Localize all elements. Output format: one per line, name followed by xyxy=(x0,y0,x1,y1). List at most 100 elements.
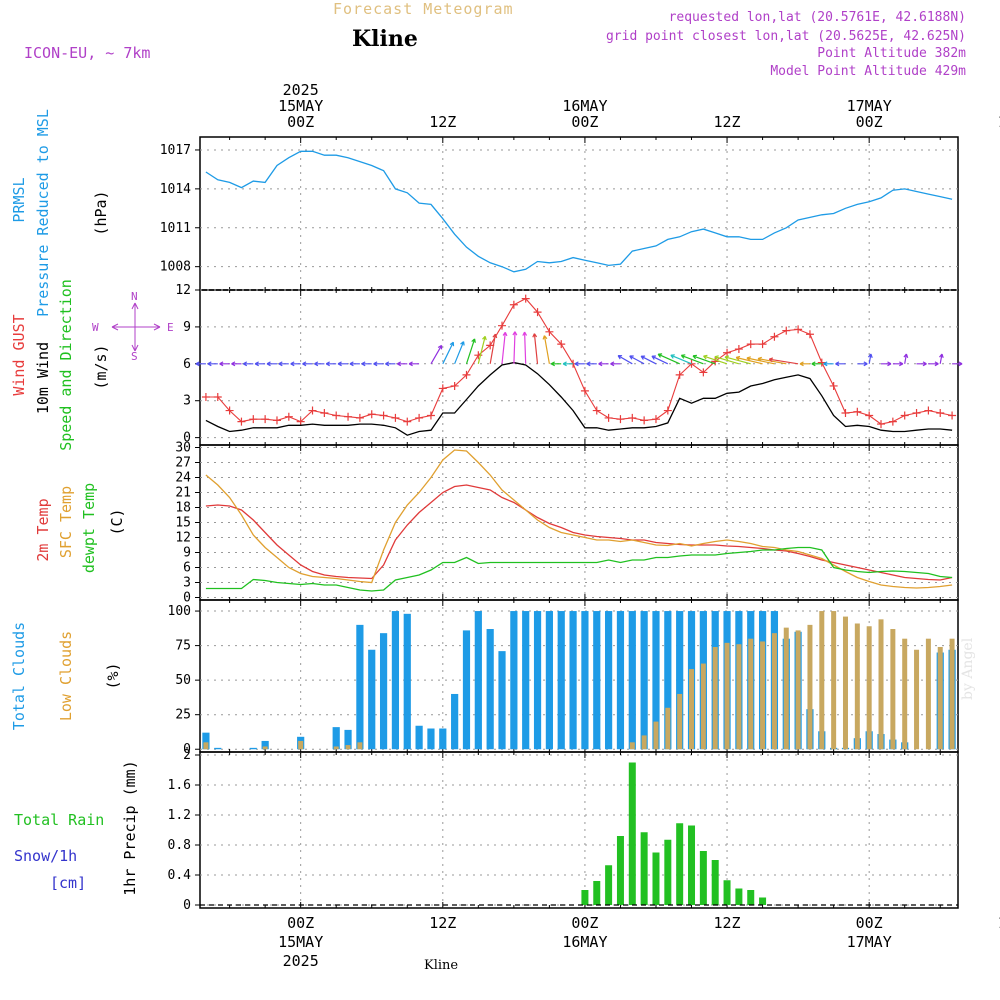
y-tick-label: 6 xyxy=(183,357,191,372)
total-cloud-bar xyxy=(581,611,589,750)
low-cloud-bar xyxy=(641,735,647,750)
wind-direction-arrow xyxy=(903,353,909,364)
rain-bar xyxy=(759,897,767,905)
gust-marker xyxy=(865,411,874,420)
label-speed-direction: Speed and Direction xyxy=(57,279,75,451)
wind-direction-arrow xyxy=(799,361,811,367)
bottom-time-label: 17MAY xyxy=(847,933,892,951)
y-tick-label: 24 xyxy=(175,471,191,486)
wind-direction-arrow xyxy=(397,361,408,367)
bottom-time-label: 00Z xyxy=(856,914,883,932)
compass: W E N S xyxy=(92,290,174,363)
panel-pressure: 1008 1011 1014 1017 xyxy=(160,136,959,291)
low-cloud-bar xyxy=(854,623,860,750)
model-altitude: Model Point Altitude 429m xyxy=(770,64,966,79)
wind-direction-arrow xyxy=(373,361,384,367)
y-tick-label: 21 xyxy=(175,486,191,501)
gust-marker xyxy=(545,327,554,336)
low-cloud-bar xyxy=(819,611,825,750)
total-cloud-bar xyxy=(379,633,388,750)
low-cloud-bar xyxy=(333,746,339,750)
wind-direction-arrow xyxy=(610,361,621,367)
low-cloud-bar xyxy=(262,746,268,750)
low-cloud-bar xyxy=(700,663,706,750)
wind-direction-arrow xyxy=(430,344,443,365)
y-tick-label: 1011 xyxy=(160,221,191,236)
bottom-time-label: 12Z xyxy=(714,914,741,932)
total-cloud-bar xyxy=(652,611,660,750)
y-tick-label: 6 xyxy=(183,561,191,576)
compass-south: S xyxy=(131,350,138,363)
top-time-label: 17MAY xyxy=(847,97,892,115)
wind-direction-arrow xyxy=(574,361,585,367)
gust-marker xyxy=(817,358,826,367)
low-cloud-bar xyxy=(712,646,718,750)
label-cm: [cm] xyxy=(50,874,86,892)
total-cloud-bar xyxy=(368,649,376,750)
wind-direction-arrow xyxy=(477,335,487,364)
gust-marker xyxy=(888,417,897,426)
total-cloud-bar xyxy=(545,611,553,750)
wind-direction-arrow xyxy=(442,341,455,365)
gust-marker xyxy=(936,409,945,418)
total-cloud-bar xyxy=(344,729,352,750)
top-time-label: 00Z xyxy=(856,113,883,131)
low-cloud-bar xyxy=(807,624,813,750)
gust-marker xyxy=(948,411,957,420)
gust-marker xyxy=(355,413,364,422)
y-tick-label: 3 xyxy=(183,576,191,591)
wind-direction-arrow xyxy=(880,361,892,367)
wind-direction-arrow xyxy=(670,354,692,365)
wind-direction-arrow xyxy=(939,353,944,364)
label-total-rain: Total Rain xyxy=(14,811,104,829)
gust-line xyxy=(205,297,953,425)
gust-marker xyxy=(426,411,435,420)
low-cloud-bar xyxy=(203,742,209,750)
gust-marker xyxy=(296,417,305,426)
gust-marker xyxy=(415,413,424,422)
y-tick-label: 75 xyxy=(175,639,191,654)
y-tick-label: 100 xyxy=(168,604,191,619)
wind-direction-arrow xyxy=(952,361,963,367)
wind-direction-arrow xyxy=(542,335,550,364)
y-tick-label: 27 xyxy=(175,456,191,471)
low-cloud-bar xyxy=(914,649,920,750)
wind-direction-arrow xyxy=(586,361,597,367)
gust-marker xyxy=(391,413,400,422)
gridpoint-coords: grid point closest lon,lat (20.5625E, 42… xyxy=(605,29,966,44)
wind-direction-arrow xyxy=(408,361,420,367)
sfc-temp-line xyxy=(205,449,953,589)
compass-east: E xyxy=(167,321,174,334)
gust-marker xyxy=(284,412,293,421)
wind-direction-arrow xyxy=(266,361,278,367)
gust-marker xyxy=(687,359,696,368)
wind-direction-arrow xyxy=(857,361,868,367)
low-cloud-bar xyxy=(298,740,304,750)
compass-north: N xyxy=(131,290,138,303)
low-cloud-bar xyxy=(653,721,659,750)
wind-direction-arrow xyxy=(465,338,476,364)
low-cloud-bar xyxy=(831,611,837,750)
total-cloud-bar xyxy=(249,747,257,750)
total-cloud-bar xyxy=(593,611,601,750)
y-tick-label: 1017 xyxy=(160,143,191,158)
wind-direction-arrow xyxy=(640,355,657,365)
wind-direction-arrow xyxy=(302,361,313,367)
wind-direction-arrow xyxy=(314,361,325,367)
gust-marker xyxy=(853,407,862,416)
wind-direction-arrow xyxy=(916,361,927,367)
gust-marker xyxy=(367,410,376,419)
y-tick-label: 0 xyxy=(183,742,191,757)
temp2m-line xyxy=(205,484,953,581)
rain-bar xyxy=(652,852,660,905)
top-time-label: 12Z xyxy=(998,113,1000,131)
low-cloud-bar xyxy=(890,629,896,750)
total-cloud-bar xyxy=(533,611,542,750)
label-precip-mm: 1hr Precip (mm) xyxy=(121,760,139,895)
y-tick-label: 30 xyxy=(175,441,191,456)
gust-marker xyxy=(498,321,507,330)
y-tick-label: 9 xyxy=(183,546,191,561)
wind-direction-arrow xyxy=(532,333,539,364)
